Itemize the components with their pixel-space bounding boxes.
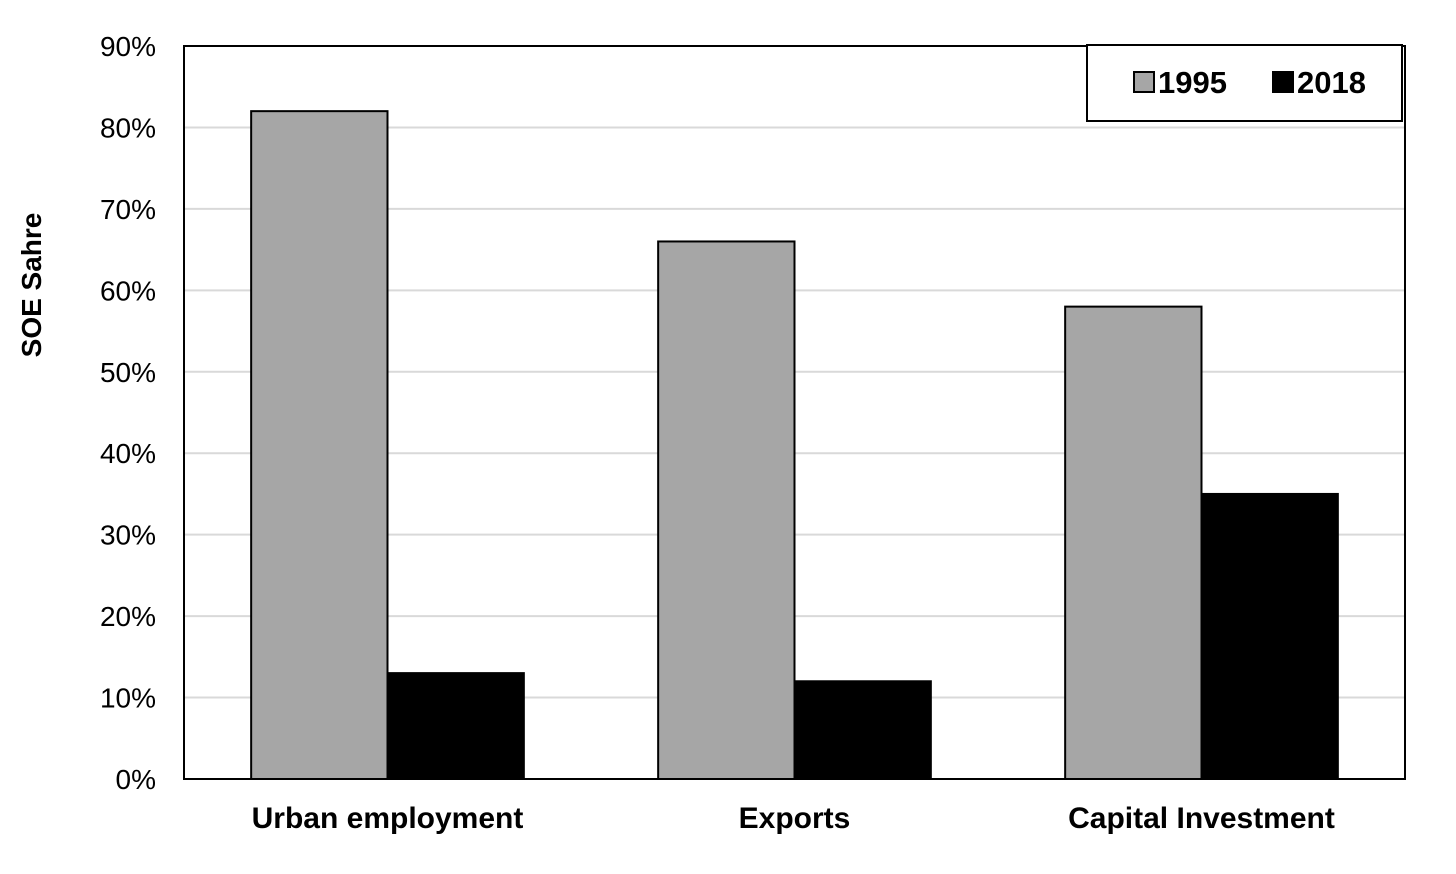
bar-1995-urban-employment (250, 110, 389, 780)
legend: 1995 2018 (1086, 44, 1403, 122)
y-tick-label: 20% (100, 601, 156, 632)
bar-2018-capital-investment (1200, 492, 1339, 780)
y-tick-label: 40% (100, 438, 156, 469)
y-tick-label: 50% (100, 357, 156, 388)
bars (250, 110, 1339, 780)
x-category-label: Capital Investment (1068, 802, 1335, 835)
legend-label-2018: 2018 (1297, 65, 1366, 100)
x-category-label: Exports (739, 802, 851, 835)
y-axis-title: SOE Sahre (16, 213, 47, 358)
x-category-label: Urban employment (252, 802, 524, 835)
y-axis-ticks: 0% 10% 20% 30% 40% 50% 60% 70% 80% 90% (100, 31, 156, 795)
legend-swatch-2018 (1272, 71, 1294, 93)
legend-label-1995: 1995 (1158, 65, 1227, 100)
bar-1995-capital-investment (1064, 305, 1203, 780)
bar-2018-exports (793, 680, 932, 780)
bar-2018-urban-employment (386, 672, 525, 780)
legend-swatch-1995 (1133, 71, 1155, 93)
y-tick-label: 70% (100, 194, 156, 225)
y-tick-label: 80% (100, 112, 156, 143)
y-tick-label: 10% (100, 683, 156, 714)
plot-area-frame (183, 45, 1406, 780)
y-tick-label: 60% (100, 275, 156, 306)
legend-items: 1995 2018 (1133, 65, 1366, 100)
y-tick-label: 0% (116, 764, 156, 795)
x-axis-categories: Urban employment Exports Capital Investmen… (252, 802, 1335, 835)
bar-1995-exports (657, 240, 796, 780)
y-tick-label: 30% (100, 520, 156, 551)
y-tick-label: 90% (100, 31, 156, 62)
